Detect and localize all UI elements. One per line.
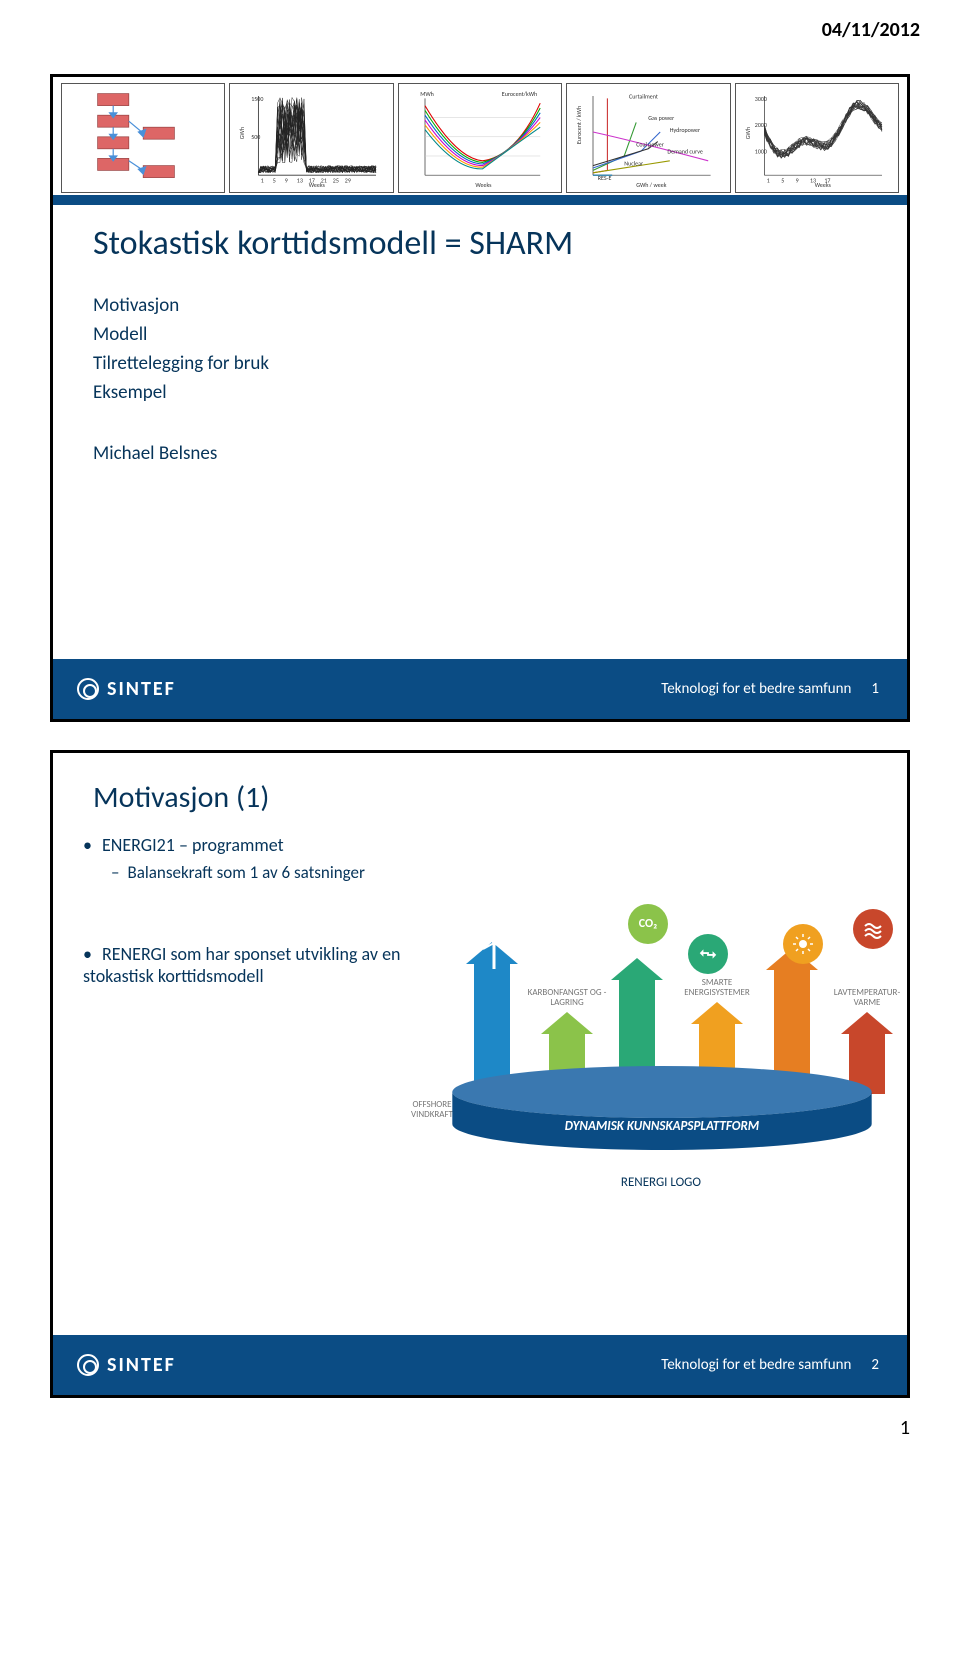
svg-text:5: 5	[273, 176, 276, 184]
outline-item: Eksempel	[93, 381, 867, 404]
thumb-scenario-lines: GWh 3000 2000 1000 Weeks 1591317	[735, 83, 899, 193]
slide2-title: Motivasjon (1)	[59, 779, 907, 816]
page-date: 04/11/2012	[0, 0, 960, 46]
svg-text:5: 5	[781, 176, 784, 184]
slide2-text-column: ENERGI21 – programmet Balansekraft som 1 …	[83, 834, 423, 1194]
footer-tagline: Teknologi for et bedre samfunn	[661, 1356, 851, 1374]
bullet-item: RENERGI som har sponset utvikling av en …	[83, 943, 423, 987]
sintef-ring-icon	[77, 1354, 99, 1376]
t4-xlabel: GWh / week	[636, 181, 666, 189]
t3-ylabel: MWh	[420, 90, 434, 98]
t2-ylabel: GWh	[238, 127, 246, 139]
svg-text:Curtailment: Curtailment	[629, 92, 658, 100]
svg-text:1500: 1500	[252, 95, 264, 103]
sintef-brand-text: SINTEF	[107, 1353, 176, 1377]
svg-text:13: 13	[297, 176, 303, 184]
sintef-ring-icon	[77, 678, 99, 700]
svg-text:9: 9	[795, 176, 798, 184]
slide1-footer: SINTEF Teknologi for et bedre samfunn 1	[53, 659, 907, 719]
t3-ylabel2: Eurocent/kWh	[502, 90, 537, 98]
svg-text:9: 9	[285, 176, 288, 184]
bullet-item: Balansekraft som 1 av 6 satsninger	[111, 862, 423, 883]
thumb-spiky-timeseries: GWh 1500 500 Weeks 1591317212529	[229, 83, 393, 193]
slide1-header: GWh 1500 500 Weeks 1 5 9 13 17 21 25 29 MWh Eur…	[53, 77, 907, 205]
svg-text:21: 21	[321, 176, 327, 184]
svg-text:29: 29	[345, 176, 351, 184]
svg-text:17: 17	[824, 176, 830, 184]
info-icon	[688, 934, 728, 974]
svg-text:17: 17	[309, 176, 315, 184]
slide2-infographic: OFFSHORE VINDKRAFTKARBONFANGST OG -LAGRI…	[443, 834, 881, 1194]
slide1-title: Stokastisk korttidsmodell = SHARM	[93, 223, 867, 264]
svg-text:13: 13	[810, 176, 816, 184]
outline-item: Motivasjon	[93, 294, 867, 317]
bullet-item: ENERGI21 – programmet	[83, 834, 423, 856]
outline-item: Modell	[93, 323, 867, 346]
slide1-body: Stokastisk korttidsmodell = SHARM Motiva…	[53, 205, 907, 465]
footer-tagline: Teknologi for et bedre samfunn	[661, 680, 851, 698]
slide1-author: Michael Belsnes	[93, 442, 867, 465]
info-icon: CO₂	[628, 904, 668, 944]
info-icon	[783, 924, 823, 964]
svg-text:3000: 3000	[754, 95, 766, 103]
slide2-body: ENERGI21 – programmet Balansekraft som 1 …	[53, 834, 907, 1194]
sintef-brand-text: SINTEF	[107, 677, 176, 701]
thumb-flowchart	[61, 83, 225, 193]
thumb-color-curves: MWh Eurocent/kWh Weeks	[398, 83, 562, 193]
slide-1: GWh 1500 500 Weeks 1 5 9 13 17 21 25 29 MWh Eur…	[50, 74, 910, 722]
svg-text:1: 1	[766, 176, 769, 184]
slide1-outline: Motivasjon Modell Tilrettelegging for br…	[93, 294, 867, 404]
renergi-logo-label: RENERGI LOGO	[621, 1175, 701, 1190]
page-number: 1	[0, 1398, 960, 1454]
outline-item: Tilrettelegging for bruk	[93, 352, 867, 375]
sintef-logo: SINTEF	[77, 677, 176, 701]
svg-text:500: 500	[252, 133, 261, 141]
slide-2: Motivasjon (1) ENERGI21 – programmet Bala…	[50, 750, 910, 1398]
slide2-footer: SINTEF Teknologi for et bedre samfunn 2	[53, 1335, 907, 1395]
platform-base: DYNAMISK KUNNSKAPSPLATTFORM	[443, 1064, 881, 1154]
svg-text:Coal power: Coal power	[636, 140, 664, 148]
sintef-logo: SINTEF	[77, 1353, 176, 1377]
svg-text:Nuclear: Nuclear	[624, 160, 643, 168]
t4-ylabel: Eurocent / kWh	[575, 106, 583, 144]
windmill-icon	[479, 929, 509, 974]
svg-text:25: 25	[333, 176, 339, 184]
info-icon	[853, 909, 893, 949]
t5-ylabel: GWh	[744, 127, 752, 139]
platform-text: DYNAMISK KUNNSKAPSPLATTFORM	[565, 1117, 760, 1135]
svg-text:RES-E: RES-E	[598, 174, 612, 182]
footer-slide-number: 1	[871, 680, 879, 698]
svg-text:Hydropower: Hydropower	[670, 126, 700, 134]
t3-xlabel: Weeks	[475, 181, 492, 189]
svg-text:Gas power: Gas power	[648, 114, 674, 122]
svg-text:1: 1	[261, 176, 264, 184]
header-thumbnails: GWh 1500 500 Weeks 1 5 9 13 17 21 25 29 MWh Eur…	[53, 77, 907, 193]
svg-text:1000: 1000	[754, 148, 766, 156]
footer-slide-number: 2	[871, 1356, 879, 1374]
thumb-supply-curves: Eurocent / kWh Curtailment Gas power Hydro…	[566, 83, 730, 193]
svg-text:Demand curve: Demand curve	[668, 148, 703, 156]
